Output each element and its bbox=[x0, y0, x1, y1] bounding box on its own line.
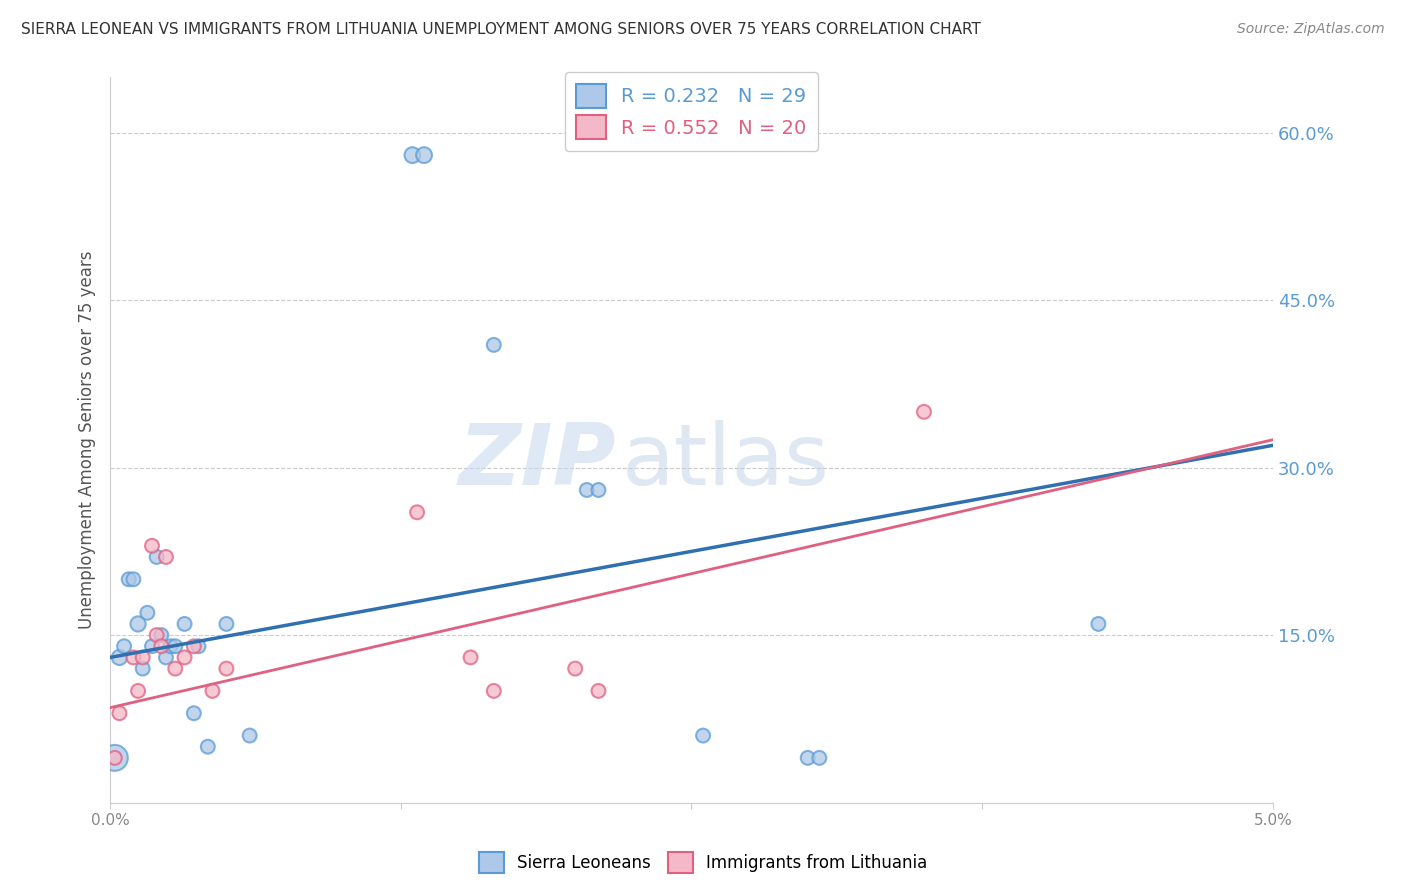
Point bbox=[112, 640, 135, 654]
Point bbox=[482, 684, 505, 698]
Point bbox=[155, 650, 177, 665]
Point bbox=[460, 650, 482, 665]
Point bbox=[165, 662, 187, 676]
Point bbox=[588, 684, 610, 698]
Point bbox=[132, 650, 155, 665]
Point bbox=[692, 729, 714, 743]
Point bbox=[104, 751, 127, 765]
Point bbox=[150, 628, 173, 642]
Point bbox=[122, 572, 145, 586]
Point bbox=[141, 640, 163, 654]
Point bbox=[183, 706, 205, 721]
Point bbox=[413, 148, 436, 162]
Text: Source: ZipAtlas.com: Source: ZipAtlas.com bbox=[1237, 22, 1385, 37]
Point bbox=[912, 405, 935, 419]
Point bbox=[808, 751, 831, 765]
Point bbox=[197, 739, 219, 754]
Point bbox=[165, 640, 187, 654]
Point bbox=[482, 338, 505, 352]
Text: atlas: atlas bbox=[621, 420, 830, 503]
Legend: Sierra Leoneans, Immigrants from Lithuania: Sierra Leoneans, Immigrants from Lithuan… bbox=[472, 846, 934, 880]
Point bbox=[122, 650, 145, 665]
Point bbox=[173, 650, 195, 665]
Point bbox=[104, 751, 127, 765]
Point bbox=[406, 505, 429, 519]
Point bbox=[215, 662, 238, 676]
Point bbox=[108, 706, 131, 721]
Y-axis label: Unemployment Among Seniors over 75 years: Unemployment Among Seniors over 75 years bbox=[79, 251, 96, 629]
Point bbox=[215, 616, 238, 631]
Point bbox=[155, 549, 177, 564]
Point bbox=[141, 539, 163, 553]
Point bbox=[796, 751, 818, 765]
Point bbox=[173, 616, 195, 631]
Point bbox=[118, 572, 141, 586]
Text: ZIP: ZIP bbox=[458, 420, 616, 503]
Legend: R = 0.232   N = 29, R = 0.552   N = 20: R = 0.232 N = 29, R = 0.552 N = 20 bbox=[565, 72, 818, 151]
Point bbox=[201, 684, 224, 698]
Point bbox=[564, 662, 586, 676]
Point bbox=[401, 148, 423, 162]
Point bbox=[108, 650, 131, 665]
Point bbox=[187, 640, 209, 654]
Text: SIERRA LEONEAN VS IMMIGRANTS FROM LITHUANIA UNEMPLOYMENT AMONG SENIORS OVER 75 Y: SIERRA LEONEAN VS IMMIGRANTS FROM LITHUA… bbox=[21, 22, 981, 37]
Point bbox=[588, 483, 610, 497]
Point bbox=[1087, 616, 1109, 631]
Point bbox=[239, 729, 262, 743]
Point bbox=[575, 483, 598, 497]
Point bbox=[127, 616, 149, 631]
Point bbox=[145, 549, 167, 564]
Point bbox=[145, 628, 167, 642]
Point bbox=[183, 640, 205, 654]
Point bbox=[136, 606, 159, 620]
Point bbox=[150, 640, 173, 654]
Point bbox=[132, 662, 155, 676]
Point bbox=[127, 684, 149, 698]
Point bbox=[159, 640, 181, 654]
